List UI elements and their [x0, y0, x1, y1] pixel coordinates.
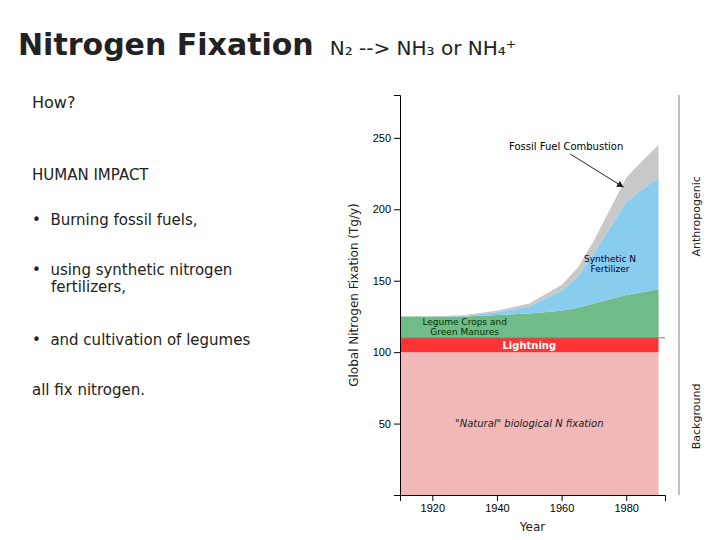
y-tick: 50: [379, 418, 400, 430]
y-tick-mark: [394, 424, 400, 425]
region-divider: [679, 95, 680, 495]
y-tick-mark: [394, 138, 400, 139]
x-axis-line: [401, 496, 666, 502]
x-tick: 1940: [485, 495, 509, 514]
x-tick: 1960: [550, 495, 574, 514]
x-tick-label: 1940: [485, 502, 509, 514]
x-tick-label: 1960: [550, 502, 574, 514]
series-label: Lightning: [502, 340, 556, 351]
y-tick-label: 100: [373, 346, 391, 358]
series-labels: "Natural" biological N fixation Lightning…: [422, 141, 636, 429]
y-tick-mark: [394, 281, 400, 282]
x-tick-mark: [432, 495, 433, 501]
x-axis: 1920 1940 1960 1980: [401, 495, 666, 514]
y-axis-title: Global Nitrogen Fixation (Tg/y): [347, 203, 361, 387]
x-tick-mark: [562, 495, 563, 501]
area-series: [400, 352, 659, 495]
y-tick: 100: [373, 346, 400, 358]
region-label: Background: [690, 384, 703, 450]
y-tick: 200: [373, 203, 400, 215]
reference-line: [400, 337, 665, 338]
y-tick: 250: [373, 132, 400, 144]
series-label: "Natural" biological N fixation: [455, 418, 603, 429]
y-axis-line: [394, 96, 401, 496]
side-text-line: HUMAN IMPACT: [32, 166, 149, 184]
series-label: Legume Crops andGreen Manures: [422, 317, 506, 337]
y-tick: 150: [373, 275, 400, 287]
y-axis: 50 100 150 200 250: [373, 96, 401, 496]
title: Nitrogen Fixation: [18, 27, 314, 62]
side-text: How? HUMAN IMPACT • Burning fossil fuels, •…: [32, 93, 250, 399]
series-label: Synthetic NFertilizer: [584, 254, 636, 274]
region-labels: Anthropogenic Background: [679, 95, 703, 495]
subtitle: N₂ --> NH₃ or NH₄⁺: [330, 36, 517, 60]
chart: Nitrogen FixationN₂ --> NH₃ or NH₄⁺How?H…: [0, 0, 720, 540]
x-tick-mark: [626, 495, 627, 501]
y-tick-label: 200: [373, 203, 391, 215]
x-tick: 1980: [614, 495, 638, 514]
side-text-line: How?: [32, 93, 75, 112]
y-tick-label: 250: [373, 132, 391, 144]
plot-area: [400, 145, 665, 495]
side-text-line: • and cultivation of legumes: [32, 331, 250, 349]
area-series: [400, 338, 659, 352]
annotation-arrow: [570, 154, 623, 187]
y-tick-mark: [394, 352, 400, 353]
side-text-line: all fix nitrogen.: [32, 381, 145, 399]
x-tick-mark: [497, 495, 498, 501]
x-axis-title: Year: [519, 520, 545, 534]
region-label: Anthropogenic: [690, 176, 703, 256]
y-tick-mark: [394, 209, 400, 210]
x-tick: 1920: [421, 495, 445, 514]
x-tick-label: 1920: [421, 502, 445, 514]
y-tick-label: 50: [379, 418, 391, 430]
side-text-line: • using synthetic nitrogen fertilizers,: [32, 261, 232, 296]
annotation: Fossil Fuel Combustion: [509, 141, 623, 152]
side-text-line: • Burning fossil fuels,: [32, 211, 198, 229]
y-tick-label: 150: [373, 275, 391, 287]
area-series: [400, 145, 659, 316]
x-tick-label: 1980: [614, 502, 638, 514]
